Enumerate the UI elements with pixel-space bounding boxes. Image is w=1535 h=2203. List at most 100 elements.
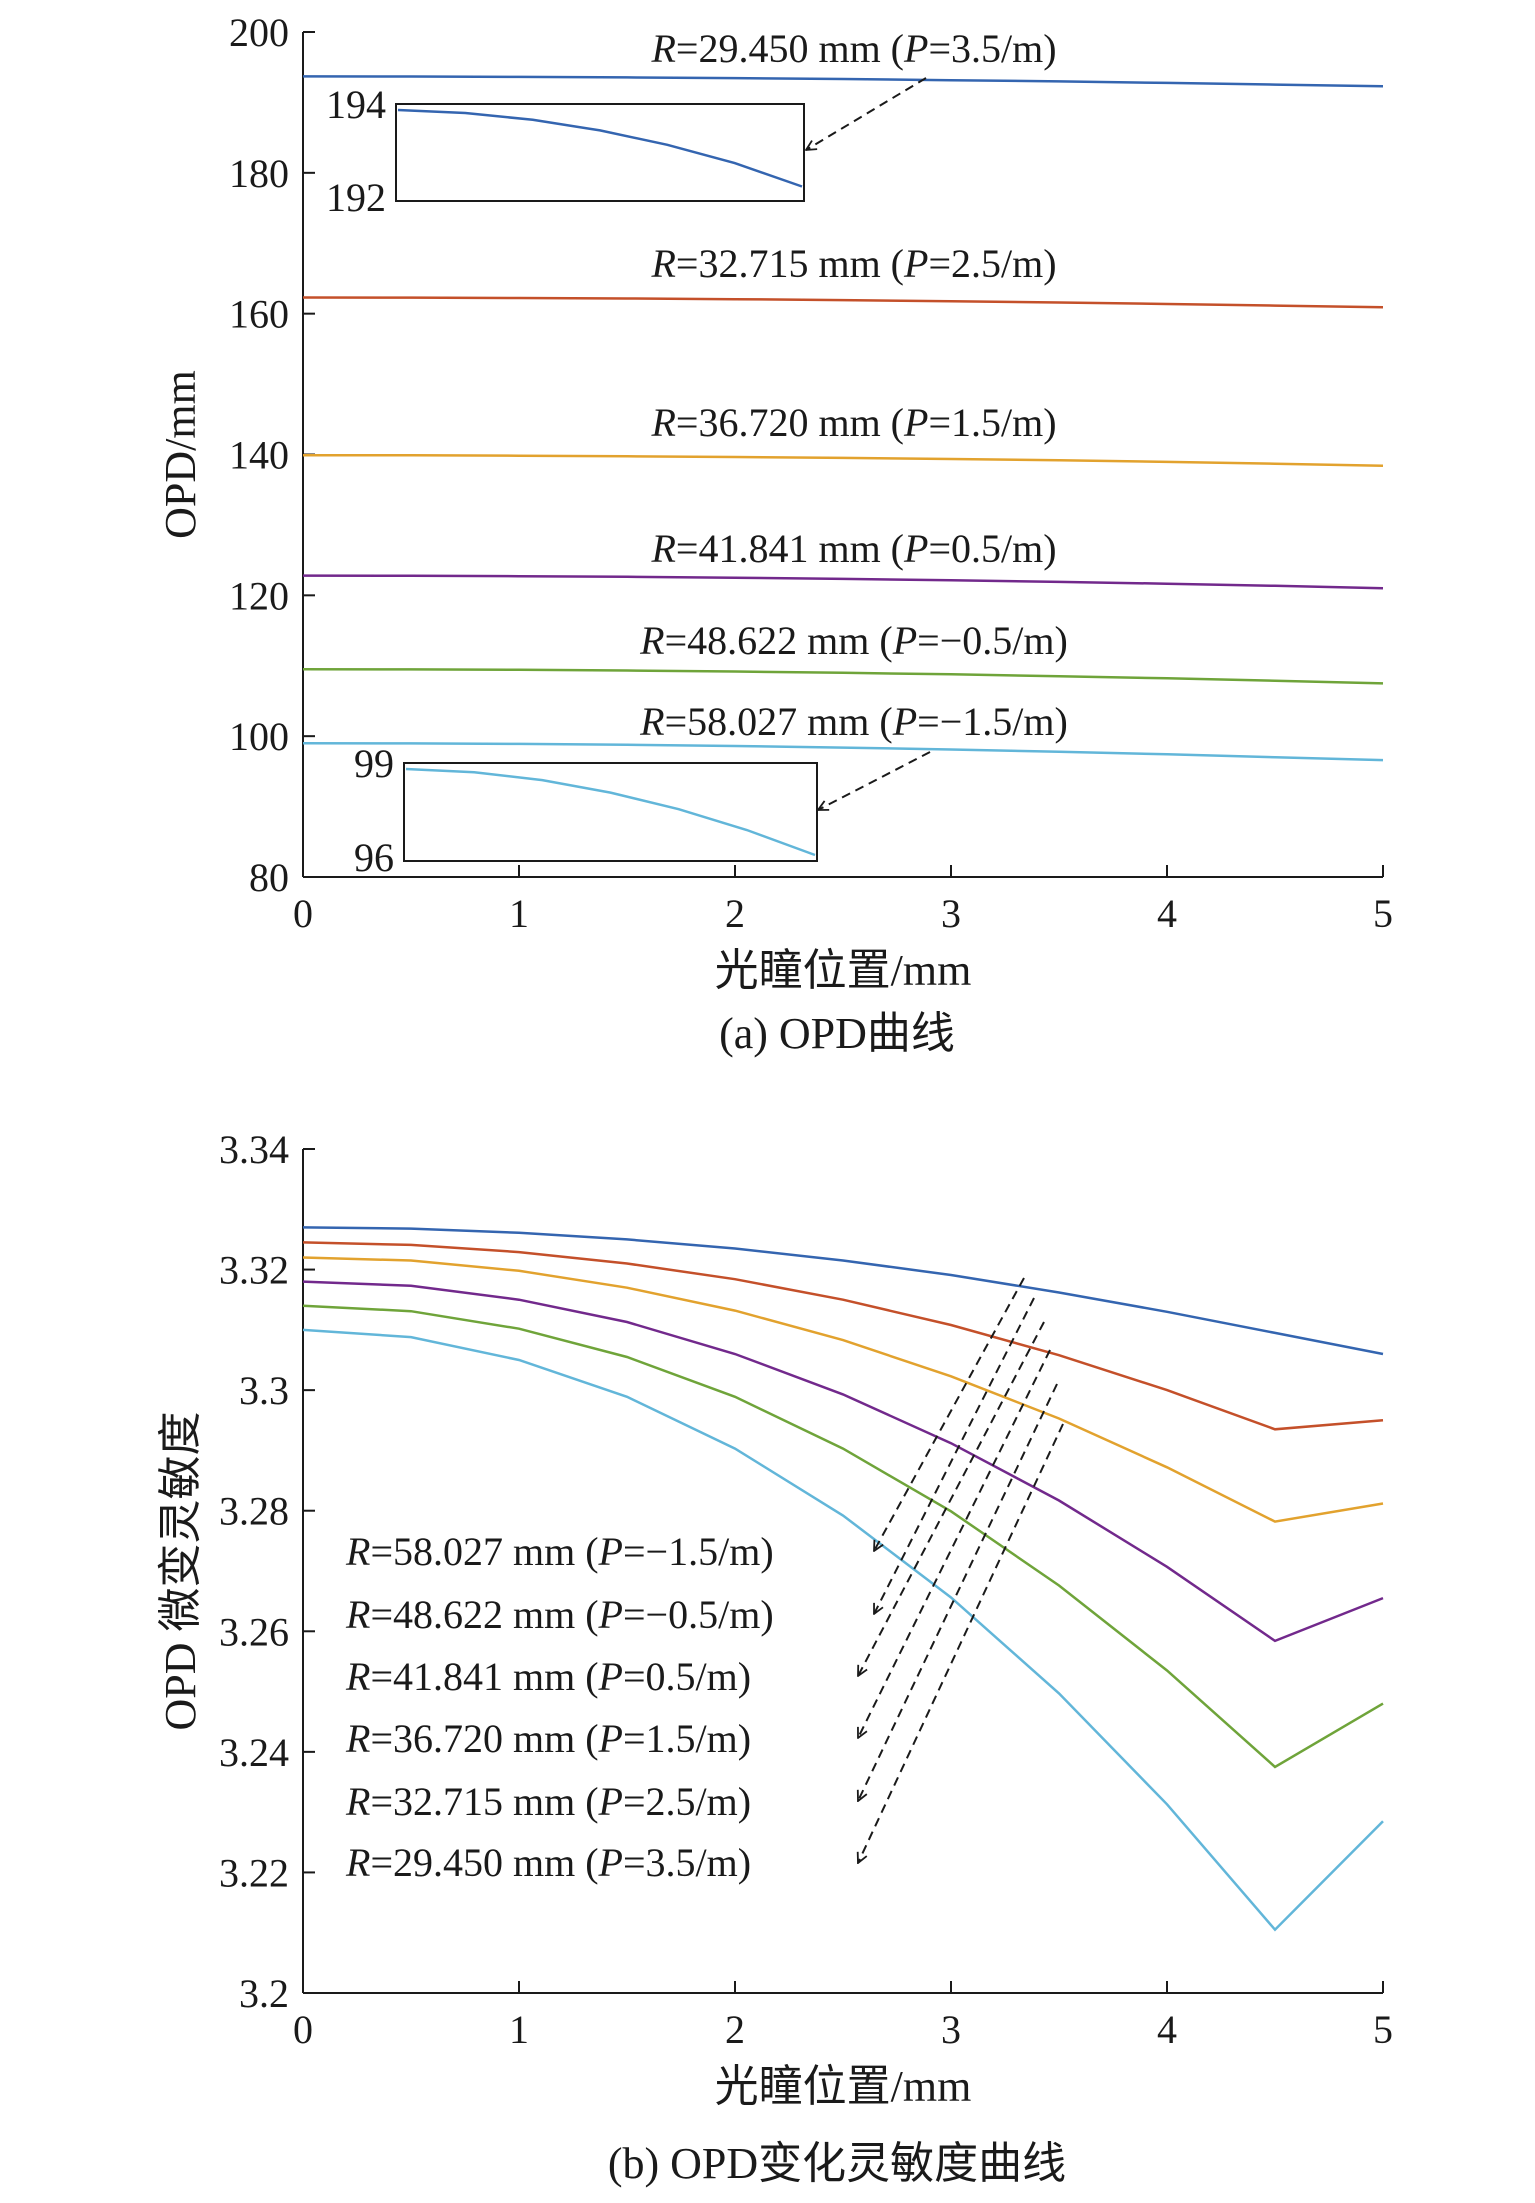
series-label-part: P bbox=[903, 26, 928, 71]
chart-a: 0 1 2 3 4 5 80 100 120 140 160 180 200 光瞳位置/mm OPD/mm R… bbox=[156, 10, 1393, 995]
y-tick-label: 3.3 bbox=[239, 1368, 289, 1413]
y-tick-label: 120 bbox=[229, 573, 289, 618]
x-tick-label: 2 bbox=[725, 891, 745, 936]
y-tick-label: 3.24 bbox=[219, 1730, 289, 1775]
legend-pointer-arrow bbox=[858, 1349, 1051, 1738]
legend-label-part: R bbox=[345, 1840, 370, 1885]
x-tick-label: 2 bbox=[725, 2007, 745, 2052]
series-label-part: R bbox=[650, 241, 675, 286]
series-label-part: =3.5/m) bbox=[928, 26, 1056, 71]
legend-label: R=48.622 mm (P=−0.5/m) bbox=[345, 1592, 774, 1637]
inset-pointer-arrow bbox=[818, 751, 931, 810]
inset-tick-label: 192 bbox=[326, 175, 386, 220]
caption-a: (a) OPD曲线 bbox=[719, 1009, 955, 1058]
y-tick-label: 140 bbox=[229, 433, 289, 478]
series-label-part: P bbox=[903, 241, 928, 286]
legend-pointer-arrow bbox=[874, 1297, 1035, 1614]
series-label: R=58.027 mm (P=−1.5/m) bbox=[639, 699, 1068, 744]
legend-label-part: =3.5/m) bbox=[623, 1840, 751, 1885]
legend-label-part: =58.027 mm ( bbox=[370, 1529, 598, 1574]
legend-label: R=32.715 mm (P=2.5/m) bbox=[345, 1779, 751, 1824]
y-tick-label: 160 bbox=[229, 292, 289, 337]
series-label-part: R bbox=[639, 699, 664, 744]
legend-label-part: =0.5/m) bbox=[623, 1654, 751, 1699]
series-label-part: =41.841 mm ( bbox=[676, 526, 904, 571]
y-tick-label: 80 bbox=[249, 855, 289, 900]
x-axis-label: 光瞳位置/mm bbox=[715, 946, 972, 995]
y-tick-label: 3.2 bbox=[239, 1971, 289, 2016]
legend-pointer-arrow bbox=[874, 1277, 1025, 1551]
inset-box bbox=[395, 103, 805, 202]
series-line bbox=[302, 1226, 1384, 1356]
x-tick-label: 4 bbox=[1157, 891, 1177, 936]
legend-pointer-arrow bbox=[858, 1321, 1045, 1676]
inset-box bbox=[403, 762, 818, 862]
legend-label-part: =29.450 mm ( bbox=[370, 1840, 598, 1885]
legend-label-part: =36.720 mm ( bbox=[370, 1716, 598, 1761]
legend-label-part: P bbox=[598, 1529, 623, 1574]
y-tick-label: 3.26 bbox=[219, 1609, 289, 1654]
legend-label-part: R bbox=[345, 1716, 370, 1761]
series-label: R=32.715 mm (P=2.5/m) bbox=[650, 241, 1056, 286]
legend-label: R=36.720 mm (P=1.5/m) bbox=[345, 1716, 751, 1761]
series-line bbox=[302, 668, 1384, 685]
series-label-part: =36.720 mm ( bbox=[676, 400, 904, 445]
series-label-part: =−0.5/m) bbox=[917, 618, 1068, 663]
legend-label-part: P bbox=[598, 1592, 623, 1637]
legend-label-part: R bbox=[345, 1779, 370, 1824]
legend-label-part: =48.622 mm ( bbox=[370, 1592, 598, 1637]
y-tick-label: 3.22 bbox=[219, 1850, 289, 1895]
series-label-part: R bbox=[650, 26, 675, 71]
y-tick-label: 100 bbox=[229, 714, 289, 759]
legend-label-part: R bbox=[345, 1654, 370, 1699]
y-tick-label: 3.28 bbox=[219, 1489, 289, 1534]
inset-curve bbox=[397, 108, 803, 188]
y-tick-label: 200 bbox=[229, 10, 289, 55]
x-tick-label: 5 bbox=[1373, 891, 1393, 936]
legend-label-part: R bbox=[345, 1529, 370, 1574]
series-label-part: R bbox=[650, 526, 675, 571]
series-line bbox=[302, 1280, 1384, 1643]
legend-pointer-arrow bbox=[858, 1383, 1058, 1801]
legend-label-part: P bbox=[598, 1840, 623, 1885]
series-line bbox=[302, 1241, 1384, 1431]
series-label: R=29.450 mm (P=3.5/m) bbox=[650, 26, 1056, 71]
series-label-part: =32.715 mm ( bbox=[676, 241, 904, 286]
caption-b: (b) OPD变化灵敏度曲线 bbox=[608, 2139, 1066, 2188]
legend-label-part: =41.841 mm ( bbox=[370, 1654, 598, 1699]
series-label-part: R bbox=[639, 618, 664, 663]
series-label: R=48.622 mm (P=−0.5/m) bbox=[639, 618, 1068, 663]
y-axis-label: OPD/mm bbox=[156, 370, 205, 539]
series-label-part: P bbox=[892, 699, 917, 744]
series-label-part: =2.5/m) bbox=[928, 241, 1056, 286]
inset-tick-label: 194 bbox=[326, 82, 386, 127]
x-tick-label: 4 bbox=[1157, 2007, 1177, 2052]
legend-label: R=41.841 mm (P=0.5/m) bbox=[345, 1654, 751, 1699]
series-line bbox=[302, 1328, 1384, 1932]
series-line bbox=[302, 296, 1384, 309]
legend-label-part: R bbox=[345, 1592, 370, 1637]
series-label-part: =0.5/m) bbox=[928, 526, 1056, 571]
legend-label-part: P bbox=[598, 1779, 623, 1824]
series-line bbox=[302, 574, 1384, 590]
legend-label-part: =1.5/m) bbox=[623, 1716, 751, 1761]
inset-tick-label: 99 bbox=[354, 741, 394, 786]
legend-label-part: =2.5/m) bbox=[623, 1779, 751, 1824]
legend-label: R=58.027 mm (P=−1.5/m) bbox=[345, 1529, 774, 1574]
series-line bbox=[302, 1304, 1384, 1769]
x-tick-label: 0 bbox=[293, 2007, 313, 2052]
series-label-part: =48.622 mm ( bbox=[665, 618, 893, 663]
series-label-part: P bbox=[903, 400, 928, 445]
x-tick-label: 1 bbox=[509, 2007, 529, 2052]
series-label-part: P bbox=[892, 618, 917, 663]
x-tick-label: 3 bbox=[941, 2007, 961, 2052]
inset-curve bbox=[405, 767, 816, 857]
legend-label-part: =32.715 mm ( bbox=[370, 1779, 598, 1824]
y-axis-label: OPD 微变灵敏度 bbox=[156, 1411, 205, 1730]
series-label-part: =29.450 mm ( bbox=[676, 26, 904, 71]
series-line bbox=[302, 741, 1384, 762]
chart-b: 0 1 2 3 4 5 3.2 3.22 3.24 3.26 3.28 3.3 3.32 3.34 光瞳位置… bbox=[156, 1127, 1393, 2111]
series-label-part: R bbox=[650, 400, 675, 445]
y-tick-label: 180 bbox=[229, 151, 289, 196]
